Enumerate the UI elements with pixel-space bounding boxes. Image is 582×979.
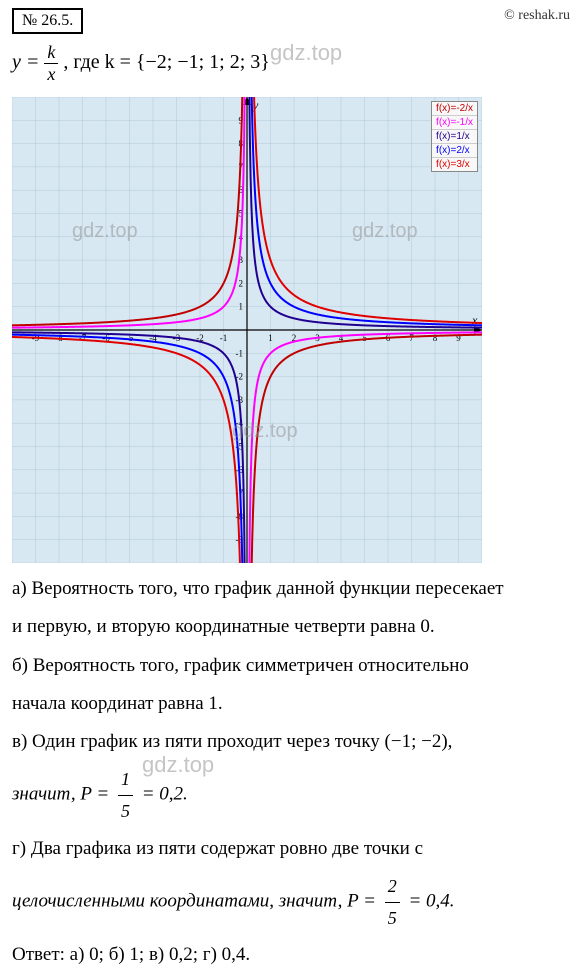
frac-den: x (44, 64, 58, 85)
watermark-formula: gdz.top (270, 40, 342, 66)
c2-frac: 1 5 (118, 764, 133, 826)
legend-row: f(x)=3/x (432, 158, 477, 171)
legend: f(x)=-2/xf(x)=-1/xf(x)=1/xf(x)=2/xf(x)=3… (431, 101, 478, 172)
d2-post: = 0,4. (408, 890, 454, 911)
problem-number-box: № 26.5. (12, 8, 83, 34)
c2-den: 5 (118, 796, 133, 827)
header: № 26.5. © reshak.ru (0, 0, 582, 38)
svg-text:gdz.top: gdz.top (352, 220, 418, 242)
legend-row: f(x)=1/x (432, 130, 477, 144)
svg-text:-1: -1 (236, 348, 244, 358)
d2-num: 2 (385, 871, 400, 903)
site-label: © reshak.ru (504, 8, 570, 24)
para-a1: а) Вероятность того, что график данной ф… (12, 573, 570, 605)
problem-number: № 26.5. (22, 12, 73, 29)
svg-text:2: 2 (239, 278, 244, 288)
para-d1: г) Два графика из пяти содержат ровно дв… (12, 833, 570, 865)
where-k: , где k = {−2; −1; 1; 2; 3} (63, 51, 270, 73)
svg-text:8: 8 (433, 333, 438, 343)
svg-text:-8: -8 (236, 511, 244, 521)
y-equals: y = (12, 51, 39, 73)
frac-num: k (44, 42, 58, 64)
svg-text:-7: -7 (79, 333, 87, 343)
svg-text:gdz.top: gdz.top (72, 220, 138, 242)
para-c2: значит, P = 1 5 = 0,2. gdz.top (12, 764, 570, 826)
para-d2: целочисленными координатами, значит, P =… (12, 871, 570, 933)
para-c1: в) Один график из пяти проходит через то… (12, 726, 570, 758)
d2-den: 5 (385, 903, 400, 934)
svg-text:7: 7 (409, 333, 414, 343)
svg-text:gdz.top: gdz.top (232, 420, 298, 442)
c2-num: 1 (118, 764, 133, 796)
d2-frac: 2 5 (385, 871, 400, 933)
k-over-x: k x (44, 42, 58, 85)
chart-svg: -9-9-8-8-7-7-6-6-5-5-4-4-3-3-2-2-1-11122… (12, 97, 482, 563)
legend-row: f(x)=-2/x (432, 102, 477, 116)
para-a2: и первую, и вторую координатные четверти… (12, 611, 570, 643)
formula-row: y = k x , где k = {−2; −1; 1; 2; 3} gdz.… (0, 38, 582, 93)
legend-row: f(x)=2/x (432, 144, 477, 158)
svg-text:-1: -1 (220, 333, 228, 343)
c2-post: = 0,2. (142, 784, 188, 805)
solution-text: а) Вероятность того, что график данной ф… (0, 571, 582, 979)
d2-pre: целочисленными координатами, значит, P = (12, 890, 376, 911)
svg-text:y: y (252, 98, 259, 112)
legend-row: f(x)=-1/x (432, 116, 477, 130)
c2-pre: значит, P = (12, 784, 109, 805)
page: № 26.5. © reshak.ru y = k x , где k = {−… (0, 0, 582, 979)
para-b2: начала координат равна 1. (12, 688, 570, 720)
para-b1: б) Вероятность того, график симметричен … (12, 650, 570, 682)
answer-line: Ответ: а) 0; б) 1; в) 0,2; г) 0,4. (12, 939, 570, 971)
svg-text:1: 1 (239, 302, 244, 312)
svg-text:1: 1 (268, 333, 273, 343)
hyperbola-chart: -9-9-8-8-7-7-6-6-5-5-4-4-3-3-2-2-1-11122… (12, 97, 482, 563)
